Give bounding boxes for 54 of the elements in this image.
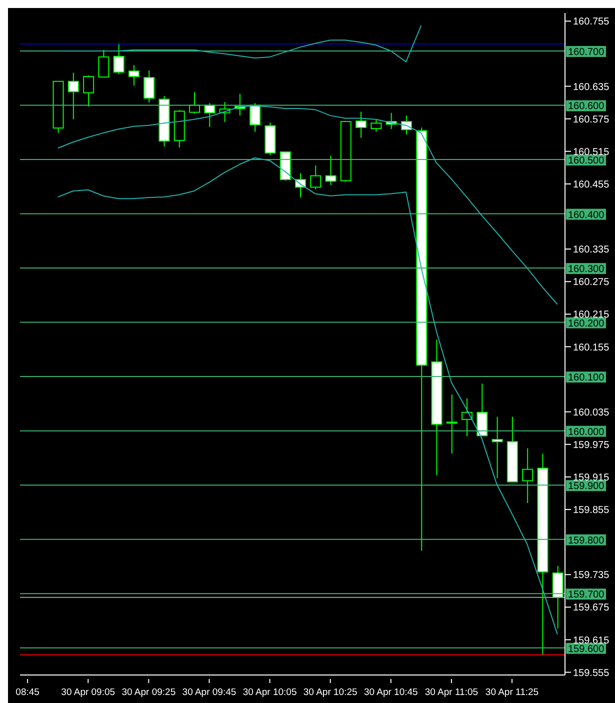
y-tick-label: 159.675 — [573, 602, 610, 614]
y-tick-label: 159.555 — [573, 668, 610, 679]
candlestick — [522, 448, 534, 504]
candlestick — [128, 64, 140, 86]
ref-line-label: 160.200 — [568, 318, 605, 330]
ref-line-label: 159.900 — [568, 481, 605, 492]
y-tick-label: 160.155 — [573, 342, 610, 354]
candlestick — [204, 102, 216, 128]
candlestick — [476, 383, 488, 436]
x-tick-label: 30 Apr 11:25 — [485, 687, 539, 698]
ref-line-label: 160.300 — [568, 264, 605, 276]
candlestick — [446, 394, 458, 454]
ref-line-label: 159.800 — [568, 535, 605, 546]
candlestick — [83, 74, 94, 107]
candlestick — [113, 43, 124, 75]
x-tick-label: 30 Apr 10:45 — [364, 687, 418, 698]
ref-line-label: 160.100 — [568, 372, 605, 384]
line-series — [57, 24, 422, 62]
x-tick-label: 30 Apr 10:05 — [242, 687, 297, 698]
candlestick — [68, 72, 79, 120]
candlestick — [189, 92, 200, 114]
candlestick — [325, 155, 336, 186]
y-tick-label: 159.855 — [573, 505, 610, 516]
candlestick — [492, 416, 503, 479]
ref-line-label: 159.700 — [568, 590, 605, 601]
y-tick-label: 160.335 — [573, 244, 610, 256]
y-tick-label: 159.735 — [573, 570, 610, 582]
x-tick-label: 30 Apr 09:25 — [122, 687, 176, 698]
ref-line-label: 160.500 — [568, 156, 605, 167]
y-tick-label: 160.455 — [573, 179, 610, 190]
candlestick — [98, 49, 110, 78]
y-tick-label: 160.275 — [573, 277, 610, 288]
candlestick — [356, 111, 367, 138]
ref-line-label: 160.700 — [568, 46, 605, 58]
x-tick-label: 30 Apr 10:25 — [303, 687, 358, 698]
y-tick-label: 160.755 — [573, 16, 610, 28]
y-tick-label: 159.975 — [573, 440, 610, 451]
x-tick-label: 30 Apr 11:05 — [424, 687, 478, 698]
ref-line-label: 160.600 — [568, 101, 605, 112]
candlestick — [250, 102, 261, 132]
y-tick-label: 160.575 — [573, 114, 610, 126]
x-tick-label: 30 Apr 09:05 — [61, 687, 116, 698]
y-tick-label: 160.035 — [573, 407, 610, 418]
ref-line-label: 160.400 — [568, 210, 605, 221]
ref-line-label: 160.000 — [568, 426, 605, 438]
ref-line-label: 159.600 — [568, 644, 605, 655]
line-series — [57, 157, 558, 635]
x-tick-label: 08:45 — [16, 687, 40, 698]
candlestick — [370, 119, 382, 132]
candlestick — [310, 164, 322, 190]
x-tick-label: 30 Apr 09:45 — [182, 687, 236, 698]
line-series — [57, 105, 558, 305]
y-tick-label: 160.635 — [573, 82, 610, 93]
candlestick — [144, 70, 155, 104]
